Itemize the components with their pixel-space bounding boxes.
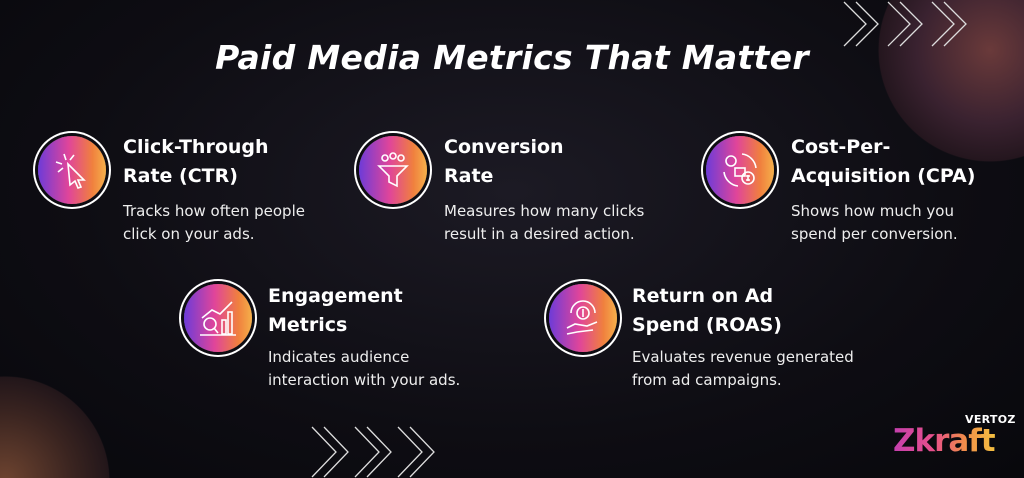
chevrons-bottom-icon — [311, 426, 435, 478]
cursor-click-icon — [38, 136, 106, 204]
card-title: Conversion Rate — [444, 136, 564, 187]
hand-coin-return-icon — [549, 284, 617, 352]
chevrons-top-icon — [843, 1, 967, 47]
logo-top-text: VERTOZ — [965, 413, 1016, 426]
card-title: Engagement Metrics — [268, 285, 403, 336]
card-title: Cost-Per- Acquisition (CPA) — [791, 136, 976, 187]
card-title: Return on Ad Spend (ROAS) — [632, 285, 782, 336]
logo-main-text: Zkraft — [893, 423, 996, 459]
card-description: Measures how many clicks result in a desi… — [444, 202, 645, 243]
analytics-chart-icon — [184, 284, 252, 352]
card-description: Indicates audience interaction with your … — [268, 348, 461, 389]
card-description: Evaluates revenue generated from ad campa… — [632, 348, 854, 389]
gear-dollar-cycle-icon — [706, 136, 774, 204]
card-description: Shows how much you spend per conversion. — [791, 202, 958, 243]
card-title: Click-Through Rate (CTR) — [123, 136, 269, 187]
funnel-people-icon — [359, 136, 427, 204]
page-title: Paid Media Metrics That Matter — [215, 38, 809, 77]
decorative-circle-top-right — [870, 0, 1024, 165]
decorative-circle-bottom-left — [0, 376, 112, 478]
card-description: Tracks how often people click on your ads… — [123, 202, 305, 243]
zkraft-logo: VERTOZ Zkraft — [893, 413, 1018, 463]
